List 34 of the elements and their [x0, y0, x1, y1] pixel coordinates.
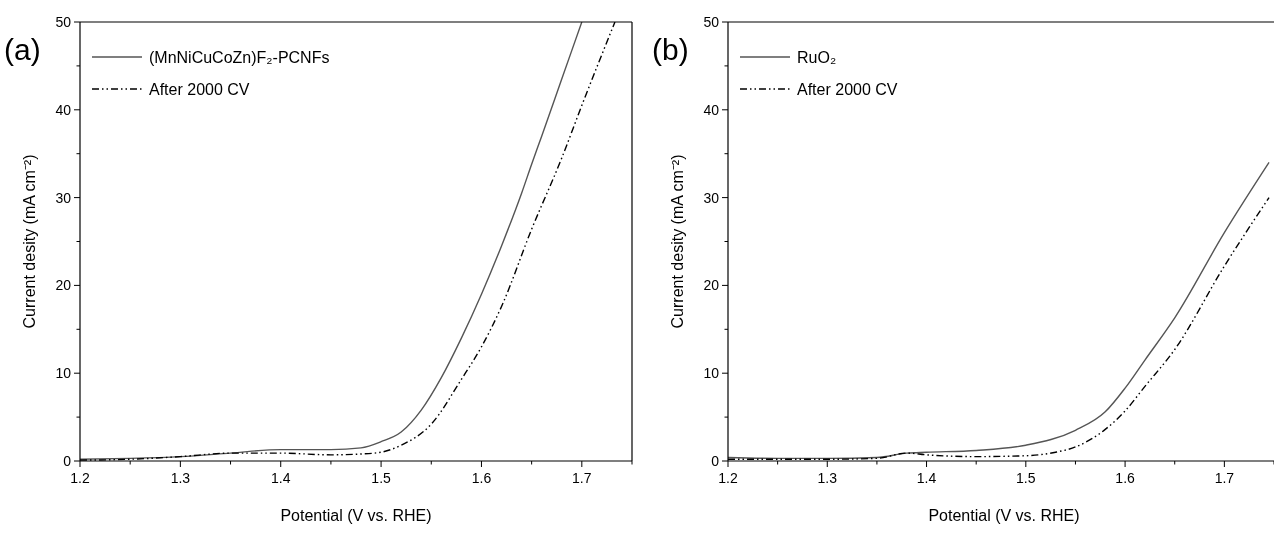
y-tick-label: 40 [55, 101, 72, 118]
y-tick-label: 30 [55, 189, 72, 206]
text: (a) [4, 33, 41, 66]
x-tick-label: 1.3 [170, 470, 191, 486]
y-tick-label: 50 [703, 14, 720, 30]
x-tick-label: 1.7 [1214, 470, 1235, 486]
x-tick-label: 1.6 [471, 470, 492, 486]
legend-label: After 2000 CV [149, 81, 250, 98]
y-tick-label: 0 [711, 453, 720, 469]
x-tick-label: 1.4 [916, 470, 937, 486]
x-tick-label: 1.5 [371, 470, 392, 486]
y-tick-label: 0 [63, 453, 72, 469]
y-tick-label: 10 [703, 365, 720, 382]
x-tick-label: 1.7 [572, 470, 592, 486]
x-tick-label: 1.4 [270, 470, 291, 486]
y-axis-title: Current desity (mA cm⁻²) [21, 154, 38, 329]
x-axis-title: Potential (V vs. RHE) [280, 507, 432, 524]
text: (b) [652, 33, 689, 66]
legend-label: RuO₂ [797, 49, 837, 66]
x-tick-label: 1.6 [1115, 470, 1136, 486]
y-tick-label: 10 [55, 365, 72, 382]
y-tick-label: 50 [55, 14, 72, 30]
x-tick-label: 1.3 [817, 470, 838, 486]
legend-label: (MnNiCuCoZn)F₂-PCNFs [149, 49, 330, 66]
x-tick-label: 1.2 [70, 470, 90, 486]
y-tick-label: 20 [703, 277, 720, 294]
y-axis-title: Current desity (mA cm⁻²) [669, 154, 686, 329]
legend-label: After 2000 CV [797, 81, 898, 98]
y-tick-label: 40 [703, 101, 720, 118]
x-axis-title: Potential (V vs. RHE) [928, 507, 1080, 524]
y-tick-label: 20 [55, 277, 72, 294]
x-tick-label: 1.2 [718, 470, 738, 486]
y-tick-label: 30 [703, 189, 720, 206]
x-tick-label: 1.5 [1016, 470, 1036, 486]
